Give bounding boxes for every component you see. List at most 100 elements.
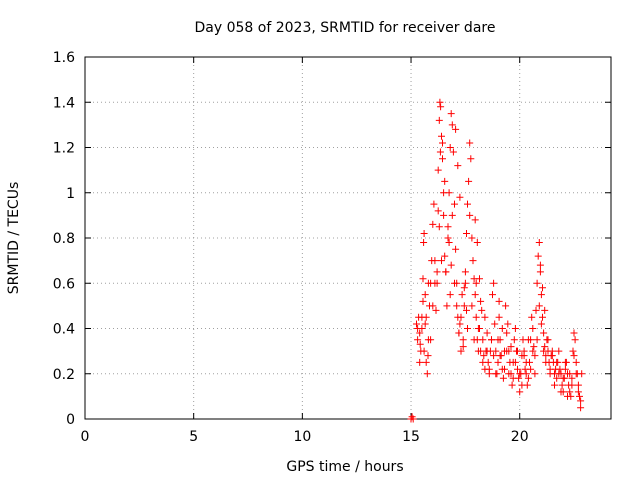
- data-point: [577, 397, 585, 405]
- data-point: [464, 325, 471, 332]
- data-point: [553, 374, 561, 382]
- data-point: [533, 279, 541, 287]
- data-point: [495, 297, 503, 305]
- data-point: [439, 139, 446, 147]
- data-point: [574, 388, 582, 396]
- data-point: [522, 370, 530, 378]
- data-point: [532, 306, 540, 314]
- data-point: [420, 347, 428, 355]
- data-point: [558, 381, 566, 389]
- data-point: [441, 252, 449, 260]
- data-point: [413, 320, 420, 328]
- data-point: [472, 279, 480, 287]
- data-point: [539, 284, 546, 292]
- y-tick-label: 1.4: [53, 95, 75, 111]
- data-points: [407, 98, 586, 423]
- data-point: [457, 313, 465, 321]
- data-point: [568, 381, 576, 389]
- data-point: [529, 325, 537, 332]
- data-point: [468, 302, 476, 310]
- data-point: [420, 230, 428, 237]
- data-point: [416, 340, 424, 348]
- data-point: [444, 223, 452, 231]
- data-point: [490, 279, 498, 287]
- data-point: [449, 148, 457, 156]
- data-point: [437, 103, 445, 111]
- data-point: [438, 132, 445, 140]
- data-point: [529, 347, 537, 355]
- data-point: [566, 388, 574, 396]
- data-point: [536, 261, 544, 269]
- data-point: [429, 220, 437, 228]
- data-point: [466, 211, 474, 219]
- data-point: [479, 336, 487, 344]
- data-point: [451, 200, 458, 208]
- data-point: [467, 155, 475, 163]
- data-point: [416, 358, 424, 366]
- data-point: [476, 275, 483, 283]
- data-point: [503, 347, 511, 355]
- data-point: [559, 374, 567, 382]
- data-point: [485, 365, 493, 373]
- data-point: [490, 352, 498, 360]
- data-point: [483, 329, 491, 337]
- data-point: [481, 313, 489, 321]
- data-point: [459, 336, 467, 344]
- data-point: [511, 358, 519, 366]
- data-point: [570, 329, 578, 337]
- data-point: [495, 313, 503, 321]
- data-point: [435, 116, 443, 124]
- data-point: [571, 336, 579, 344]
- data-point: [442, 268, 450, 276]
- data-point: [419, 297, 427, 305]
- data-point: [452, 125, 460, 133]
- data-point: [505, 370, 513, 378]
- data-point: [577, 404, 585, 412]
- data-point: [568, 374, 576, 382]
- data-point: [502, 302, 510, 310]
- data-point: [483, 347, 491, 355]
- data-point: [427, 336, 435, 344]
- data-point: [510, 336, 518, 344]
- data-point: [457, 347, 465, 355]
- data-point: [534, 252, 542, 260]
- x-tick-label: 10: [293, 429, 311, 445]
- data-point: [541, 343, 549, 351]
- data-point: [533, 336, 541, 344]
- data-point: [441, 177, 449, 185]
- data-point: [447, 261, 455, 269]
- data-point: [439, 155, 446, 163]
- data-point: [492, 370, 500, 378]
- data-point: [440, 189, 448, 197]
- data-point: [522, 358, 530, 366]
- data-point: [461, 268, 469, 276]
- data-point: [421, 320, 429, 328]
- data-point: [541, 306, 549, 314]
- data-point: [553, 358, 561, 366]
- data-point: [469, 257, 477, 265]
- data-point: [535, 302, 543, 310]
- data-point: [531, 352, 539, 360]
- data-point: [421, 291, 429, 299]
- data-point: [477, 347, 485, 355]
- data-point: [555, 370, 563, 378]
- data-point: [537, 291, 545, 299]
- data-point: [561, 365, 569, 373]
- data-point: [491, 320, 499, 328]
- data-point: [432, 306, 440, 314]
- data-point: [572, 370, 580, 378]
- data-point: [539, 313, 546, 321]
- data-point: [416, 329, 424, 337]
- data-point: [480, 352, 488, 360]
- data-point: [489, 291, 496, 299]
- data-point: [453, 302, 461, 310]
- data-point: [424, 279, 432, 287]
- data-point: [536, 268, 544, 276]
- data-point: [430, 200, 438, 208]
- data-point: [436, 98, 444, 106]
- data-point: [494, 358, 502, 366]
- data-point: [566, 370, 574, 378]
- data-point: [443, 302, 451, 310]
- x-tick-label: 5: [189, 429, 198, 445]
